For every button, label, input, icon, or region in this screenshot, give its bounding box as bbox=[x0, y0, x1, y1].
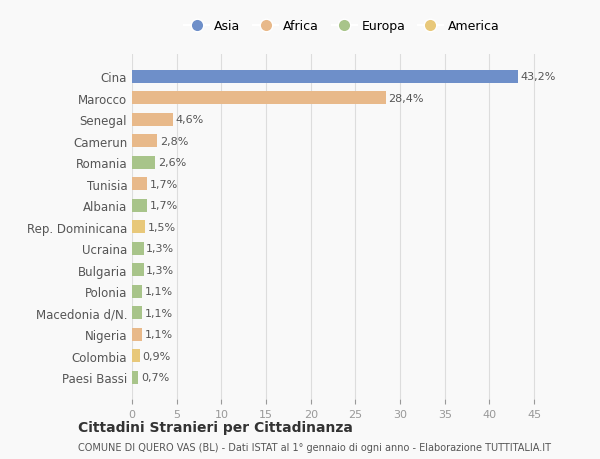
Bar bbox=[132, 92, 386, 105]
Bar bbox=[132, 242, 143, 255]
Text: 1,7%: 1,7% bbox=[150, 201, 178, 211]
Text: COMUNE DI QUERO VAS (BL) - Dati ISTAT al 1° gennaio di ogni anno - Elaborazione : COMUNE DI QUERO VAS (BL) - Dati ISTAT al… bbox=[78, 442, 551, 452]
Text: 1,1%: 1,1% bbox=[145, 286, 173, 297]
Text: 0,9%: 0,9% bbox=[143, 351, 171, 361]
Bar bbox=[132, 113, 173, 127]
Bar bbox=[132, 157, 155, 169]
Bar bbox=[132, 285, 142, 298]
Bar bbox=[132, 349, 140, 362]
Bar bbox=[132, 71, 518, 84]
Text: 1,3%: 1,3% bbox=[146, 265, 175, 275]
Text: 4,6%: 4,6% bbox=[176, 115, 204, 125]
Bar bbox=[132, 307, 142, 319]
Text: 0,7%: 0,7% bbox=[141, 372, 169, 382]
Text: 1,1%: 1,1% bbox=[145, 308, 173, 318]
Bar bbox=[132, 178, 147, 191]
Bar bbox=[132, 263, 143, 276]
Text: 1,5%: 1,5% bbox=[148, 222, 176, 232]
Text: 2,6%: 2,6% bbox=[158, 158, 186, 168]
Text: 1,3%: 1,3% bbox=[146, 244, 175, 254]
Text: 1,7%: 1,7% bbox=[150, 179, 178, 189]
Bar bbox=[132, 135, 157, 148]
Bar bbox=[132, 221, 145, 234]
Legend: Asia, Africa, Europa, America: Asia, Africa, Europa, America bbox=[181, 17, 503, 37]
Text: Cittadini Stranieri per Cittadinanza: Cittadini Stranieri per Cittadinanza bbox=[78, 420, 353, 435]
Bar bbox=[132, 371, 138, 384]
Bar bbox=[132, 328, 142, 341]
Bar bbox=[132, 199, 147, 212]
Text: 1,1%: 1,1% bbox=[145, 330, 173, 339]
Text: 43,2%: 43,2% bbox=[521, 72, 556, 82]
Text: 28,4%: 28,4% bbox=[388, 94, 424, 104]
Text: 2,8%: 2,8% bbox=[160, 136, 188, 146]
